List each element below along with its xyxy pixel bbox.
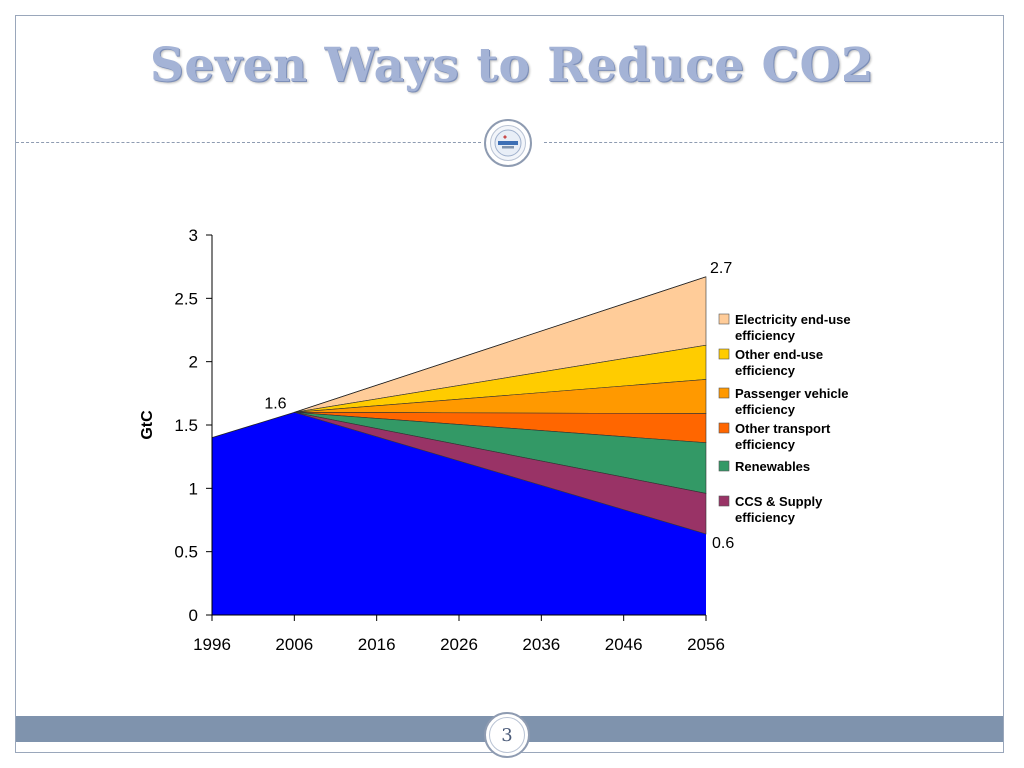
bau-line xyxy=(294,276,707,413)
legend-swatch xyxy=(718,313,730,325)
legend-swatch xyxy=(718,460,730,472)
x-tick-label: 2056 xyxy=(687,635,725,654)
x-tick-label: 2006 xyxy=(275,635,313,654)
annotation-1-6: 1.6 xyxy=(264,395,286,412)
legend-entry-label: Renewables xyxy=(735,459,810,474)
legend-entry-label: Electricity end-use xyxy=(735,312,851,327)
y-tick-label: 1.5 xyxy=(174,416,198,435)
wedge-ccs-supply-efficiency xyxy=(294,412,707,535)
legend-entry-label: efficiency xyxy=(735,437,796,452)
legend-entry-label: CCS & Supply xyxy=(735,494,823,509)
history-line xyxy=(211,411,295,439)
y-tick-label: 2 xyxy=(189,353,198,372)
x-tick-label: 2036 xyxy=(522,635,560,654)
legend-swatch xyxy=(718,387,730,399)
annotation-2-7: 2.7 xyxy=(710,260,732,277)
legend-entry-label: efficiency xyxy=(735,328,796,343)
y-tick-label: 3 xyxy=(189,226,198,245)
x-tick-label: 2046 xyxy=(605,635,643,654)
page-number: 3 xyxy=(489,717,525,753)
x-tick-label: 2016 xyxy=(358,635,396,654)
y-tick-label: 1 xyxy=(189,479,198,498)
annotation-0-6: 0.6 xyxy=(712,535,734,552)
y-tick-label: 0.5 xyxy=(174,543,198,562)
logo-emblem-icon xyxy=(494,129,522,157)
x-tick-label: 1996 xyxy=(193,635,231,654)
legend-swatch xyxy=(718,495,730,507)
legend-entry-label: efficiency xyxy=(735,363,796,378)
y-tick-label: 0 xyxy=(189,606,198,625)
public-citizen-texas-logo-icon xyxy=(484,119,532,167)
legend-entry-label: Other end-use xyxy=(735,347,823,362)
x-tick-label: 2026 xyxy=(440,635,478,654)
legend-entry-label: efficiency xyxy=(735,402,796,417)
legend-entry-label: efficiency xyxy=(735,510,796,525)
title-divider-left xyxy=(16,142,481,143)
legend-swatch xyxy=(718,422,730,434)
legend-swatch xyxy=(718,348,730,360)
title-divider-right xyxy=(544,142,1003,143)
y-axis-label: GtC xyxy=(139,410,156,440)
page-number-badge: 3 xyxy=(484,712,530,758)
baseline-emissions-area xyxy=(212,412,706,615)
legend-entry-label: Other transport xyxy=(735,421,831,436)
slide-title: Seven Ways to Reduce CO2 xyxy=(149,38,875,93)
y-tick-label: 2.5 xyxy=(174,289,198,308)
legend-entry-label: Passenger vehicle xyxy=(735,386,848,401)
